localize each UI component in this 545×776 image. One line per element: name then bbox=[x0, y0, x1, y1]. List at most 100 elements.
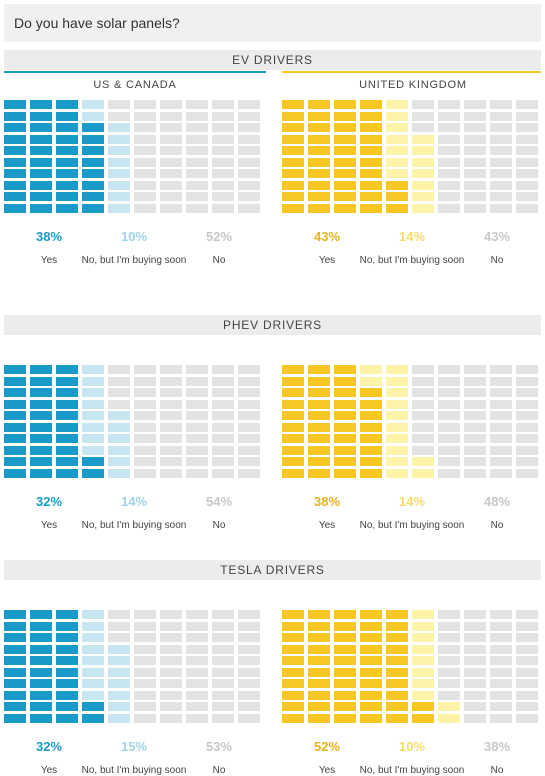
waffle-cell bbox=[282, 667, 304, 677]
waffle-cell bbox=[108, 422, 130, 432]
waffle-cell bbox=[516, 621, 538, 631]
waffle-cell bbox=[238, 100, 260, 109]
waffle-cell bbox=[238, 192, 260, 201]
waffle-cell bbox=[438, 621, 460, 631]
waffle-cell bbox=[308, 633, 330, 642]
waffle-cell bbox=[282, 399, 304, 409]
waffle-cell bbox=[282, 434, 304, 443]
waffle-cell bbox=[134, 644, 156, 654]
waffle-cell bbox=[438, 180, 460, 190]
waffle-cell bbox=[516, 690, 538, 700]
waffle-cell bbox=[30, 376, 52, 386]
label-no: No bbox=[490, 255, 504, 266]
waffle-cell bbox=[238, 713, 260, 723]
waffle-cell bbox=[186, 667, 208, 677]
waffle-cell bbox=[490, 679, 512, 688]
waffle-cell bbox=[160, 169, 182, 178]
waffle-cell bbox=[30, 411, 52, 420]
waffle-cell bbox=[238, 169, 260, 178]
waffle-cell bbox=[516, 468, 538, 478]
waffle-cell bbox=[4, 411, 26, 420]
waffle-cell bbox=[464, 146, 486, 155]
waffle-cell bbox=[360, 146, 382, 155]
waffle-cell bbox=[238, 468, 260, 478]
waffle-cell bbox=[308, 365, 330, 374]
waffle-cell bbox=[516, 422, 538, 432]
waffle-cell bbox=[238, 434, 260, 443]
waffle-cell bbox=[56, 621, 78, 631]
waffle-cell bbox=[30, 667, 52, 677]
waffle-cell bbox=[4, 702, 26, 711]
waffle-cell bbox=[186, 388, 208, 397]
waffle-cell bbox=[134, 411, 156, 420]
waffle-cell bbox=[516, 434, 538, 443]
waffle-cell bbox=[282, 702, 304, 711]
waffle-cell bbox=[212, 100, 234, 109]
waffle-cell bbox=[212, 134, 234, 144]
waffle-cell bbox=[386, 146, 408, 155]
waffle-cell bbox=[82, 633, 104, 642]
waffle-cell bbox=[360, 123, 382, 132]
waffle-cell bbox=[386, 180, 408, 190]
waffle-cell bbox=[282, 192, 304, 201]
waffle-cell bbox=[490, 610, 512, 619]
waffle-cell bbox=[134, 445, 156, 455]
waffle-cell bbox=[464, 376, 486, 386]
waffle-cell bbox=[186, 169, 208, 178]
waffle-cell bbox=[360, 434, 382, 443]
waffle-cell bbox=[282, 111, 304, 121]
waffle-cell bbox=[238, 411, 260, 420]
waffle-cell bbox=[82, 610, 104, 619]
label-yes: Yes bbox=[318, 255, 336, 266]
waffle-cell bbox=[464, 610, 486, 619]
waffle-cell bbox=[412, 111, 434, 121]
waffle-cell bbox=[282, 376, 304, 386]
percent-soon: 14% bbox=[398, 229, 426, 244]
waffle-cell bbox=[134, 633, 156, 642]
waffle-cell bbox=[464, 180, 486, 190]
waffle-cell bbox=[108, 203, 130, 213]
waffle-cell bbox=[438, 157, 460, 167]
waffle-cell bbox=[82, 146, 104, 155]
question-title: Do you have solar panels? bbox=[4, 4, 541, 42]
waffle-cell bbox=[360, 399, 382, 409]
waffle-cell bbox=[438, 468, 460, 478]
waffle-cell bbox=[4, 111, 26, 121]
waffle-cell bbox=[82, 169, 104, 178]
waffle-cell bbox=[56, 468, 78, 478]
waffle-cell bbox=[412, 399, 434, 409]
waffle-cell bbox=[212, 180, 234, 190]
waffle-cell bbox=[30, 610, 52, 619]
waffle-cell bbox=[238, 656, 260, 665]
waffle-cell bbox=[186, 100, 208, 109]
waffle-cell bbox=[56, 457, 78, 466]
waffle-cell bbox=[212, 411, 234, 420]
waffle-cell bbox=[82, 203, 104, 213]
waffle-cell bbox=[308, 399, 330, 409]
label-no: No bbox=[490, 765, 504, 776]
waffle-cell bbox=[30, 422, 52, 432]
waffle-cell bbox=[412, 376, 434, 386]
waffle-cell bbox=[282, 690, 304, 700]
waffle-cell bbox=[56, 399, 78, 409]
waffle-cell bbox=[308, 203, 330, 213]
waffle-cell bbox=[56, 365, 78, 374]
waffle-cell bbox=[160, 157, 182, 167]
waffle-cell bbox=[490, 388, 512, 397]
waffle-cell bbox=[490, 192, 512, 201]
waffle-cell bbox=[56, 169, 78, 178]
waffle-cell bbox=[134, 457, 156, 466]
waffle-cell bbox=[134, 621, 156, 631]
waffle-cell bbox=[238, 422, 260, 432]
waffle-cell bbox=[160, 434, 182, 443]
waffle-cell bbox=[334, 146, 356, 155]
waffle-cell bbox=[56, 644, 78, 654]
waffle-cell bbox=[334, 434, 356, 443]
waffle-cell bbox=[134, 157, 156, 167]
waffle-cell bbox=[334, 621, 356, 631]
waffle-cell bbox=[82, 644, 104, 654]
waffle-cell bbox=[82, 690, 104, 700]
waffle-cell bbox=[186, 399, 208, 409]
waffle-cell bbox=[30, 644, 52, 654]
waffle-cell bbox=[56, 690, 78, 700]
